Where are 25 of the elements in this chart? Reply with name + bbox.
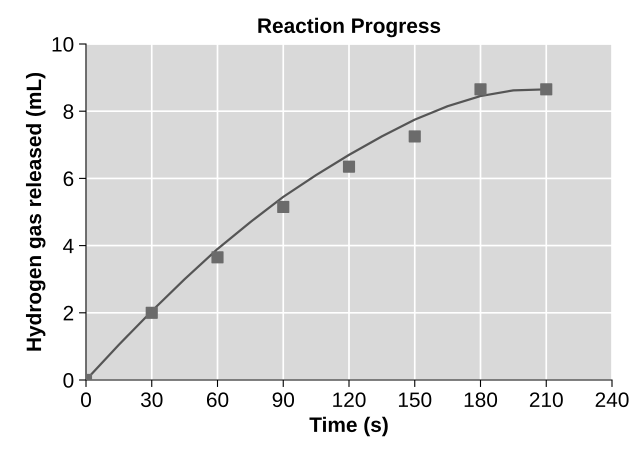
x-tick-label: 30: [140, 392, 163, 408]
x-tick-label: 180: [464, 392, 498, 408]
x-tick-label: 90: [272, 392, 294, 408]
x-tick-label: 210: [530, 392, 563, 408]
x-tick-label: 0: [81, 392, 91, 408]
x-tick-label: 150: [398, 392, 432, 408]
x-tick-label: 240: [596, 392, 629, 408]
x-axis-title: Time (s): [309, 416, 388, 436]
point: [408, 130, 421, 142]
x-tick-label: 120: [333, 392, 366, 408]
x-tick-label: 60: [206, 392, 228, 408]
point: [474, 83, 487, 96]
point: [211, 251, 224, 264]
y-tick-label: 8: [64, 104, 74, 119]
y-tick-label: 6: [64, 171, 74, 186]
y-axis-title: Hydrogen gas released (mL): [26, 72, 46, 351]
chart-title: Reaction Progress: [258, 18, 440, 38]
y-tick-label: 10: [52, 37, 74, 52]
point: [540, 83, 552, 96]
point: [342, 160, 356, 173]
y-tick-label: 4: [63, 238, 74, 254]
y-tick-label: 2: [64, 306, 74, 320]
point: [277, 200, 290, 214]
y-tick-label: 0: [63, 373, 74, 388]
point: [146, 306, 158, 319]
